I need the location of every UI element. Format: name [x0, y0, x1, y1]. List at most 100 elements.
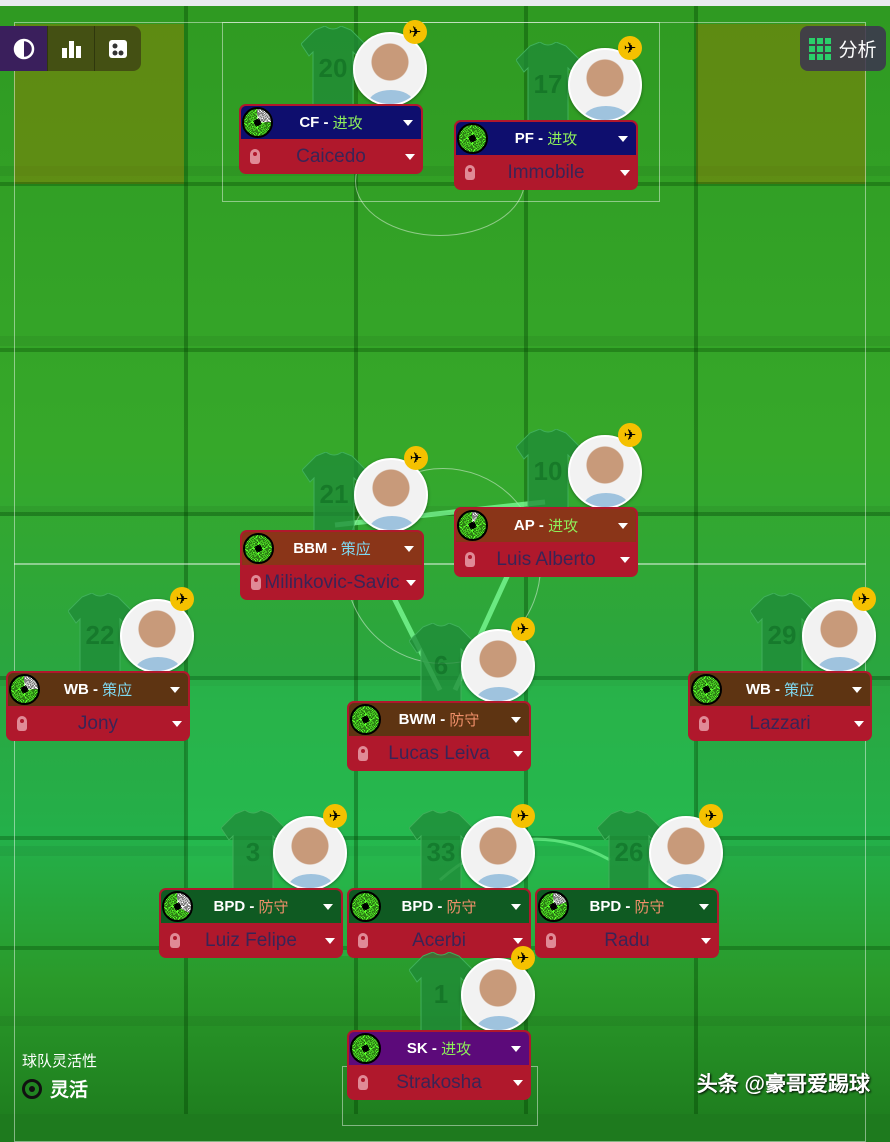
player-photo[interactable]	[273, 816, 347, 890]
person-icon	[356, 1075, 370, 1090]
player-name: Lucas Leiva	[388, 742, 490, 764]
shirt-icon	[301, 26, 365, 110]
person-icon	[168, 933, 182, 948]
shirt-icon	[221, 810, 285, 894]
role-selector[interactable]: BPD - 防守	[159, 888, 343, 923]
analysis-button[interactable]: 分析	[800, 26, 886, 71]
chevron-down-icon	[852, 686, 862, 693]
role-code: SK	[406, 1040, 428, 1057]
player-selector[interactable]: Lucas Leiva	[347, 736, 531, 771]
player-selector[interactable]: Caicedo	[239, 139, 423, 174]
role-selector[interactable]: SK - 进攻	[347, 1030, 531, 1065]
player-photo[interactable]	[461, 816, 535, 890]
player-selector[interactable]: Luiz Felipe	[159, 923, 343, 958]
top-header-strip	[0, 0, 890, 6]
chevron-down-icon	[620, 556, 630, 563]
player-photo[interactable]	[568, 48, 642, 122]
condition-wheel-icon	[350, 704, 381, 735]
jersey: 6	[409, 623, 473, 707]
role-selector[interactable]: PF - 进攻	[454, 120, 638, 155]
condition-wheel-icon	[350, 891, 381, 922]
duty-label: 策应	[102, 682, 133, 699]
role-selector[interactable]: AP - 进攻	[454, 507, 638, 542]
chevron-down-icon	[618, 522, 628, 529]
chevron-down-icon	[854, 720, 864, 727]
plane-icon: ✈	[404, 446, 428, 470]
jersey: 21	[302, 452, 366, 536]
plane-icon: ✈	[852, 587, 876, 611]
role-code: BWM	[398, 711, 437, 728]
player-photo[interactable]	[353, 32, 427, 106]
role-selector[interactable]: BBM - 策应	[240, 530, 424, 565]
condition-wheel-icon	[350, 1033, 381, 1064]
duty-label: 进攻	[548, 518, 579, 535]
chevron-down-icon	[513, 750, 523, 757]
contrast-button[interactable]	[0, 26, 47, 71]
chevron-down-icon	[405, 153, 415, 160]
player-photo[interactable]	[354, 458, 428, 532]
role-selector[interactable]: CF - 进攻	[239, 104, 423, 139]
tactics-board-button[interactable]	[94, 26, 141, 71]
player-name: Caicedo	[296, 145, 366, 167]
player-selector[interactable]: Milinkovic-Savic	[240, 565, 424, 600]
stats-button[interactable]	[47, 26, 94, 71]
player-card: BBM - 策应 Milinkovic-Savic	[240, 530, 424, 600]
chevron-down-icon	[404, 545, 414, 552]
jersey: 20	[301, 26, 365, 110]
jersey-number: 3	[245, 836, 261, 867]
player-selector[interactable]: Luis Alberto	[454, 542, 638, 577]
player-card: BPD - 防守 Acerbi	[347, 888, 531, 958]
shirt-icon	[750, 593, 814, 677]
player-selector[interactable]: Strakosha	[347, 1065, 531, 1100]
player-selector[interactable]: Immobile	[454, 155, 638, 190]
role-code: BPD	[401, 898, 434, 915]
player-selector[interactable]: Jony	[6, 706, 190, 741]
jersey-number: 10	[533, 455, 563, 486]
role-selector[interactable]: WB - 策应	[688, 671, 872, 706]
role-code: BBM	[293, 540, 328, 557]
role-selector[interactable]: WB - 策应	[6, 671, 190, 706]
condition-wheel-icon	[691, 674, 722, 705]
plane-icon: ✈	[699, 804, 723, 828]
player-photo[interactable]	[461, 629, 535, 703]
duty-label: 进攻	[441, 1041, 472, 1058]
player-card: BWM - 防守 Lucas Leiva	[347, 701, 531, 771]
person-icon	[248, 149, 262, 164]
condition-wheel-icon	[457, 123, 488, 154]
shirt-icon	[597, 810, 661, 894]
plane-icon: ✈	[323, 804, 347, 828]
player-photo[interactable]	[120, 599, 194, 673]
duty-label: 防守	[258, 899, 289, 916]
player-selector[interactable]: Radu	[535, 923, 719, 958]
jersey-number: 29	[767, 619, 797, 650]
team-flexibility-value-row[interactable]: 灵活	[22, 1075, 97, 1102]
condition-wheel-icon	[457, 510, 488, 541]
person-icon	[463, 165, 477, 180]
role-selector[interactable]: BPD - 防守	[535, 888, 719, 923]
jersey-number: 20	[318, 52, 348, 83]
player-selector[interactable]: Lazzari	[688, 706, 872, 741]
chevron-down-icon	[406, 579, 416, 586]
player-selector[interactable]: Acerbi	[347, 923, 531, 958]
plane-icon: ✈	[511, 946, 535, 970]
player-photo[interactable]	[649, 816, 723, 890]
condition-wheel-icon	[9, 674, 40, 705]
bar-chart-icon	[62, 40, 81, 58]
plane-icon: ✈	[618, 423, 642, 447]
duty-label: 防守	[446, 899, 477, 916]
chevron-down-icon	[511, 1045, 521, 1052]
player-name: Jony	[77, 712, 119, 734]
jersey: 33	[409, 810, 473, 894]
watermark: 头条 @豪哥爱踢球	[696, 1073, 870, 1096]
plane-icon: ✈	[511, 804, 535, 828]
role-selector[interactable]: BPD - 防守	[347, 888, 531, 923]
duty-label: 进攻	[332, 115, 363, 132]
role-selector[interactable]: BWM - 防守	[347, 701, 531, 736]
duty-label: 防守	[449, 712, 480, 729]
player-photo[interactable]	[802, 599, 876, 673]
tactics-board-icon	[109, 39, 127, 58]
role-code: PF	[514, 130, 534, 147]
player-card: WB - 策应 Jony	[6, 671, 190, 741]
plane-icon: ✈	[403, 20, 427, 44]
person-icon	[356, 746, 370, 761]
